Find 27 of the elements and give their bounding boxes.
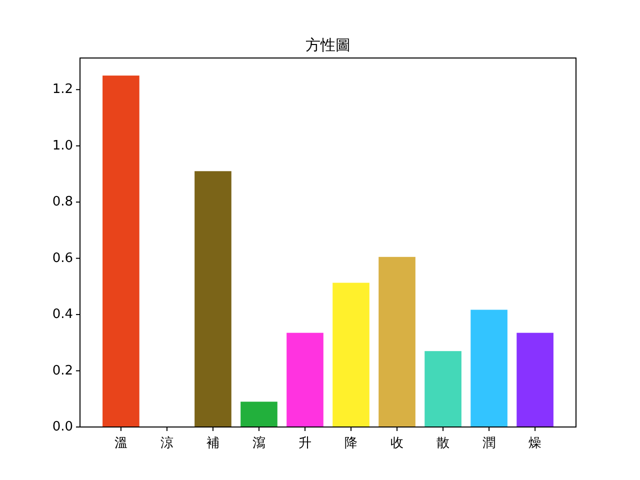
x-tick-label: 補 (206, 436, 220, 451)
x-tick-label: 燥 (528, 436, 542, 451)
x-tick-label: 溫 (114, 436, 128, 451)
bar (470, 310, 508, 427)
chart-title: 方性圖 (306, 36, 350, 54)
bar (424, 351, 462, 427)
bar (332, 282, 370, 427)
y-tick-label: 0.8 (52, 194, 73, 210)
bar (516, 332, 554, 427)
bar (378, 256, 416, 427)
x-tick-label: 潤 (482, 436, 496, 451)
bar (286, 332, 324, 427)
y-tick-label: 0.4 (52, 307, 73, 322)
y-tick-label: 1.2 (52, 82, 73, 98)
y-tick-label: 0.0 (52, 420, 73, 434)
bar (194, 171, 232, 427)
x-tick-label: 升 (298, 436, 312, 451)
y-tick-label: 1.0 (52, 138, 73, 154)
x-tick-label: 降 (344, 436, 358, 451)
x-tick-label: 瀉 (252, 436, 266, 451)
bar (102, 76, 140, 427)
y-tick-label: 0.2 (52, 363, 73, 378)
bar (240, 402, 278, 427)
x-tick-label: 散 (436, 436, 450, 451)
x-tick-label: 收 (390, 436, 404, 451)
x-tick-label: 涼 (160, 436, 174, 451)
y-tick-label: 0.6 (52, 250, 73, 266)
